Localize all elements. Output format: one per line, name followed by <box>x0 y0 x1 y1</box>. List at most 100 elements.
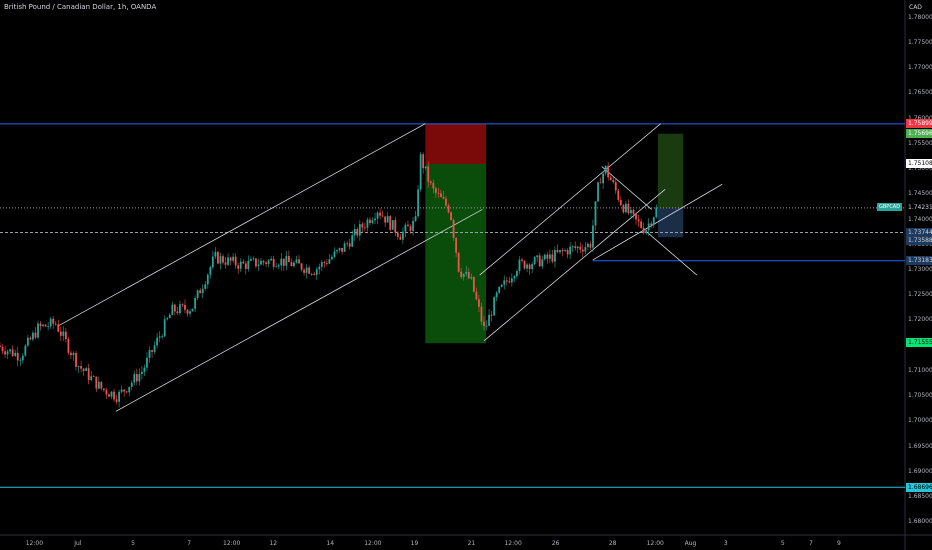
candle-body <box>257 264 260 267</box>
candle-body <box>135 374 138 382</box>
candle-body <box>434 188 437 193</box>
candle-body <box>52 318 55 324</box>
candle-body <box>612 180 615 183</box>
candle-body <box>87 368 90 381</box>
candle-body <box>538 255 541 267</box>
price-label: 1.71555 <box>906 338 932 348</box>
candle-body <box>452 219 455 238</box>
candle-body <box>39 323 42 327</box>
candle-body <box>637 219 640 222</box>
candle-body <box>285 256 288 266</box>
candle-body <box>381 215 384 217</box>
candle-body <box>470 276 473 279</box>
candle-body <box>576 246 579 249</box>
y-tick-label: 1.78000 <box>908 13 932 21</box>
symbol-tag: GBPCAD <box>877 203 903 211</box>
candle-body <box>320 262 323 267</box>
candle-body <box>632 209 635 215</box>
channel-0-lower <box>115 209 483 412</box>
x-tick-label: 28 <box>608 540 617 547</box>
y-tick-label: 1.75000 <box>908 165 932 173</box>
candle-body <box>371 220 374 224</box>
candle-body <box>389 216 392 230</box>
candle-body <box>607 165 610 178</box>
candle-body <box>543 254 546 260</box>
candle-body <box>592 225 594 248</box>
candle-body <box>229 257 232 261</box>
candle-body <box>526 264 528 269</box>
candle-body <box>262 260 265 263</box>
candle-body <box>516 271 518 277</box>
candle-body <box>64 331 67 340</box>
candle-body <box>574 246 577 249</box>
x-tick-label: 5 <box>780 540 785 547</box>
candle-body <box>457 252 460 272</box>
candle-body <box>310 273 313 275</box>
candle-body <box>467 271 470 279</box>
x-tick-label: 12:00 <box>646 540 664 547</box>
candle-body <box>9 349 12 352</box>
x-tick-label: Jul <box>74 540 82 547</box>
candle-body <box>396 232 399 237</box>
candle-body <box>429 181 432 183</box>
x-tick-label: 12:00 <box>223 540 241 547</box>
channel-0-upper <box>58 123 426 326</box>
candle-body <box>97 381 100 389</box>
candle-body <box>536 255 539 258</box>
candle-body <box>105 389 108 395</box>
candle-body <box>480 306 483 322</box>
y-tick-label: 1.68500 <box>908 493 932 501</box>
price-label: 1.75899 <box>906 119 932 129</box>
candle-body <box>234 256 237 266</box>
candle-body <box>445 198 447 206</box>
price-label: 1.74231 <box>906 203 932 213</box>
price-label: 1.75108 <box>906 159 932 169</box>
candle-body <box>34 332 37 338</box>
candle-body <box>32 332 34 340</box>
candle-body <box>318 266 321 270</box>
x-tick-label: 12:00 <box>504 540 522 547</box>
candle-body <box>442 197 445 199</box>
y-tick-label: 1.68000 <box>908 518 932 526</box>
candle-body <box>313 273 316 275</box>
price-label: 1.75696 <box>906 129 932 139</box>
candle-body <box>196 290 199 298</box>
candle-body <box>447 205 450 213</box>
candle-body <box>118 391 120 402</box>
candle-body <box>630 209 632 214</box>
candle-body <box>125 391 128 393</box>
candle-body <box>336 250 338 252</box>
candle-body <box>151 350 153 352</box>
candle-body <box>645 230 648 234</box>
candle-body <box>505 280 508 282</box>
candle-body <box>622 205 625 213</box>
candle-body <box>308 267 311 274</box>
candle-body <box>67 339 70 353</box>
candle-body <box>358 224 361 236</box>
candle-body <box>300 263 303 270</box>
candle-body <box>523 260 526 269</box>
candle-body <box>485 325 488 327</box>
candle-body <box>153 345 156 352</box>
candle-body <box>82 368 85 372</box>
candle-body <box>148 350 151 358</box>
candle-body <box>624 203 627 213</box>
x-tick-label: 21 <box>467 540 476 547</box>
y-tick-label: 1.74500 <box>908 190 932 198</box>
candle-body <box>303 269 305 273</box>
candle-body <box>495 292 498 298</box>
candle-body <box>47 326 50 328</box>
candle-body <box>546 254 549 259</box>
candle-body <box>450 212 452 220</box>
candle-body <box>260 260 262 265</box>
x-tick-label: 14 <box>326 540 335 547</box>
candle-body <box>102 388 105 390</box>
candle-body <box>510 278 513 283</box>
candle-body <box>21 355 24 361</box>
candle-body <box>407 224 409 227</box>
candle-body <box>206 274 209 285</box>
candle-body <box>635 214 637 220</box>
candle-body <box>19 360 22 362</box>
candle-body <box>315 269 318 275</box>
